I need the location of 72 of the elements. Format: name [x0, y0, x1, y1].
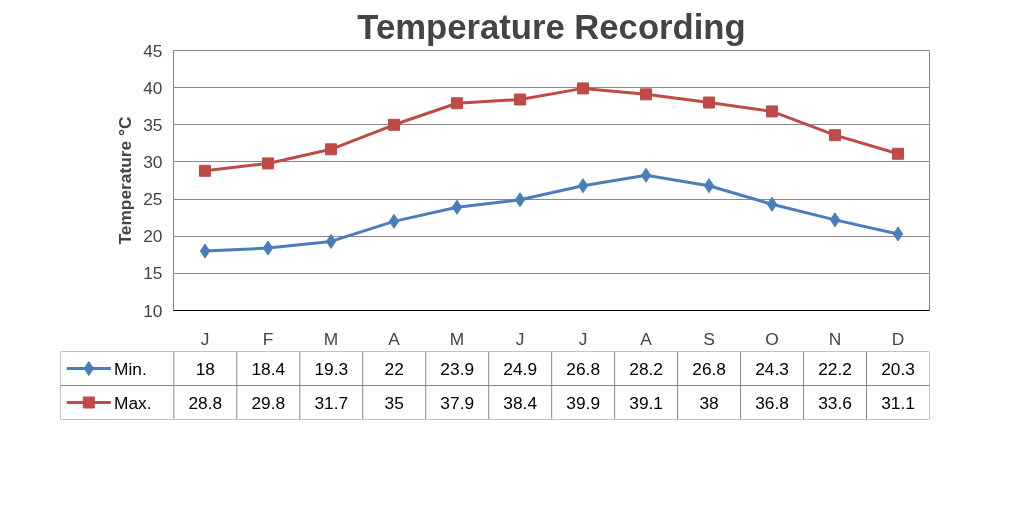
data-label: 22.2: [818, 358, 852, 379]
y-axis-title: Temperature °C: [115, 116, 136, 245]
legend-label: Max.: [114, 392, 152, 413]
point: [514, 192, 526, 208]
x-tick-label: O: [765, 328, 779, 349]
point: [892, 226, 904, 242]
point: [325, 233, 337, 249]
y-tick-label: 25: [143, 189, 163, 210]
data-label: 26.8: [692, 358, 726, 379]
point: [577, 82, 589, 95]
data-label: 39.9: [566, 392, 601, 413]
data-label: 19.3: [314, 358, 349, 379]
data-label: 39.1: [629, 392, 663, 413]
data-label: 24.9: [503, 358, 538, 379]
x-tick-label: M: [323, 328, 339, 349]
x-tick-label: D: [891, 328, 905, 349]
point: [262, 240, 274, 256]
y-tick-label: 40: [143, 77, 163, 98]
y-tick-label: 35: [143, 114, 163, 135]
data-label: 33.6: [818, 392, 852, 413]
chart-title: Temperature Recording: [357, 7, 746, 46]
data-label: 31.7: [314, 392, 349, 413]
point: [388, 213, 400, 229]
x-tick-label: M: [449, 328, 465, 349]
point: [829, 212, 841, 228]
data-label: 23.9: [440, 358, 475, 379]
y-tick-label: 30: [143, 151, 163, 172]
point: [766, 196, 778, 212]
x-tick-label: N: [828, 328, 842, 349]
legend-label: Min.: [114, 358, 147, 379]
point: [388, 118, 400, 131]
data-label: 37.9: [440, 392, 475, 413]
y-tick-label: 45: [143, 40, 163, 61]
point: [892, 147, 904, 160]
point: [199, 164, 211, 177]
x-tick-label: J: [578, 328, 588, 349]
data-label: 38: [699, 392, 719, 413]
point: [766, 105, 778, 118]
x-tick-label: A: [388, 328, 401, 349]
y-tick-label: 15: [143, 263, 163, 284]
point: [325, 143, 337, 156]
data-label: 18.4: [251, 358, 286, 379]
data-label: 28.8: [188, 392, 223, 413]
point: [703, 178, 715, 194]
x-tick-label: S: [703, 328, 715, 349]
data-label: 20.3: [881, 358, 915, 379]
data-label: 31.1: [881, 392, 915, 413]
y-tick-label: 20: [143, 226, 163, 247]
point: [451, 97, 463, 110]
data-label: 22: [384, 358, 404, 379]
x-tick-label: J: [200, 328, 210, 349]
data-label: 36.8: [755, 392, 789, 413]
data-label: 26.8: [566, 358, 601, 379]
y-tick-label: 10: [143, 300, 163, 321]
x-tick-label: F: [262, 328, 274, 349]
x-tick-label: A: [640, 328, 653, 349]
data-label: 29.8: [251, 392, 286, 413]
data-label: 18: [195, 358, 215, 379]
data-label: 24.3: [755, 358, 789, 379]
data-label: 35: [384, 392, 404, 413]
point: [703, 96, 715, 109]
point: [199, 243, 211, 259]
data-label: 38.4: [503, 392, 538, 413]
data-label: 28.2: [629, 358, 663, 379]
point: [514, 93, 526, 106]
point: [451, 199, 463, 215]
point: [829, 129, 841, 142]
point: [262, 157, 274, 170]
point: [640, 88, 652, 101]
point: [640, 167, 652, 183]
x-tick-label: J: [515, 328, 525, 349]
point: [577, 178, 589, 194]
